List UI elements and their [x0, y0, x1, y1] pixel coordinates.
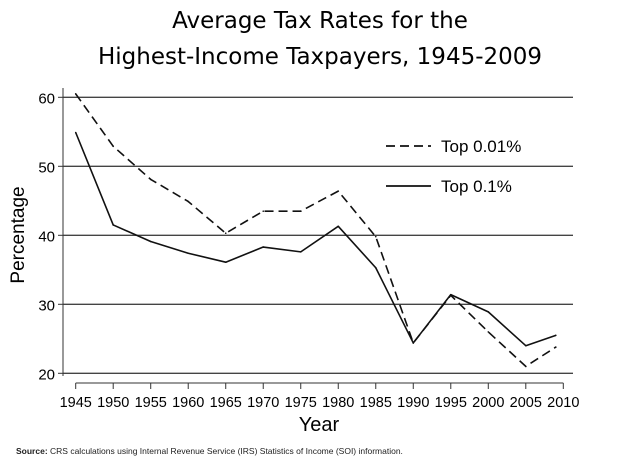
x-tick-label: 1960 [172, 395, 204, 411]
data-point [187, 252, 190, 255]
source-note: Source: CRS calculations using Internal … [16, 446, 403, 456]
y-tick-label: 20 [38, 366, 55, 383]
data-point [374, 235, 377, 238]
x-tick-label: 1965 [210, 395, 242, 411]
chart-title: Average Tax Rates for the [172, 8, 468, 34]
data-point [449, 293, 452, 296]
data-point [299, 210, 302, 212]
y-tick-label: 60 [38, 90, 55, 107]
data-point [262, 210, 265, 212]
data-point [74, 131, 77, 134]
data-point [524, 365, 527, 368]
y-tick-label: 50 [38, 159, 55, 176]
data-point [112, 145, 115, 148]
source-text: CRS calculations using Internal Revenue … [47, 446, 403, 456]
y-axis-label: Percentage [8, 186, 29, 283]
chart-title-line2: Highest-Income Taxpayers, 1945-2009 [97, 44, 543, 70]
data-point [487, 311, 490, 313]
data-point [374, 266, 377, 269]
x-tick-label: 1985 [360, 395, 392, 411]
data-point [224, 232, 227, 235]
data-point [524, 344, 527, 347]
series-line-top-0-01 [75, 93, 557, 368]
data-point [299, 251, 302, 253]
source-label: Source: [16, 446, 48, 456]
x-tick-label: 1990 [397, 395, 429, 411]
y-tick-label: 30 [38, 297, 55, 314]
y-tick-label: 40 [38, 228, 55, 245]
data-point [187, 200, 190, 203]
data-point [112, 224, 115, 226]
data-point [487, 331, 490, 333]
x-tick-label: 2000 [472, 395, 504, 411]
x-axis-label: Year [299, 414, 340, 436]
data-point [337, 225, 340, 228]
x-tick-label: 1945 [60, 395, 92, 411]
data-point [149, 240, 152, 243]
x-tick-label: 2005 [510, 395, 542, 411]
legend-label: Top 0.1% [441, 177, 512, 196]
data-point [554, 334, 557, 337]
x-tick-label: 1955 [135, 395, 167, 411]
data-point [224, 261, 227, 264]
data-point [554, 346, 557, 348]
legend-label: Top 0.01% [441, 137, 521, 156]
x-tick-label: 1980 [322, 395, 354, 411]
series-line-top-0-1 [74, 132, 557, 347]
data-point [412, 342, 415, 344]
x-tick-label: 1950 [97, 395, 129, 411]
data-point [74, 93, 77, 95]
data-point [337, 190, 340, 192]
line-chart: 20 30 40 50 60 1945 1950 1955 1960 1965 1970 1975 19… [8, 88, 579, 436]
x-tick-label: 1975 [285, 395, 317, 411]
x-tick-label: 1995 [435, 395, 467, 411]
data-point [149, 178, 152, 181]
x-tick-label: 2010 [547, 395, 579, 411]
x-tick-label: 1970 [247, 395, 279, 411]
data-point [262, 246, 265, 248]
